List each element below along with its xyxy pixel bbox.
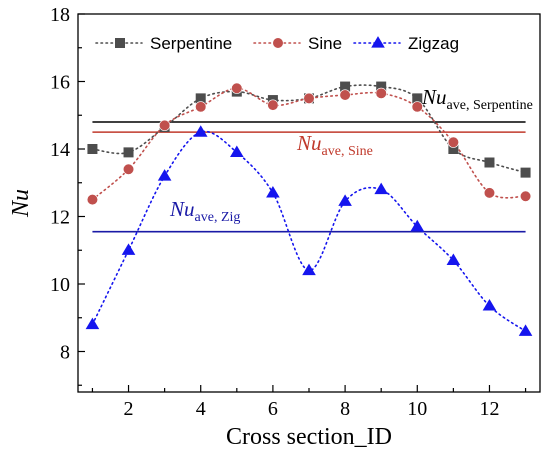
legend-marker-zigzag [371, 36, 385, 48]
x-tick-label: 12 [479, 398, 499, 420]
data-point-zigzag [302, 263, 316, 276]
data-point-sine [122, 163, 135, 175]
y-tick-label: 12 [50, 207, 70, 229]
data-point-serpentine [520, 167, 531, 178]
data-point-zigzag [374, 182, 388, 195]
legend-label-sine: Sine [308, 34, 342, 53]
legend-marker-sine [272, 37, 284, 49]
y-tick-label: 8 [60, 342, 70, 364]
data-point-sine [447, 136, 459, 148]
data-point-serpentine [87, 144, 98, 154]
reference-label-subscript: ave, Serpentine [447, 98, 533, 113]
data-point-zigzag [230, 145, 244, 157]
data-point-sine [86, 194, 99, 206]
reference-label-symbol: Nu [421, 85, 447, 109]
data-point-sine [519, 190, 532, 202]
data-point-zigzag [85, 317, 100, 330]
data-point-serpentine [484, 157, 495, 168]
y-tick-label: 10 [50, 274, 70, 296]
data-point-zigzag [410, 219, 425, 232]
data-point-serpentine [448, 144, 459, 154]
data-point-sine [303, 92, 315, 104]
data-point-zigzag [121, 243, 136, 255]
x-axis-title: Cross section_ID [226, 424, 392, 450]
reference-label-subscript: ave, Sine [322, 144, 373, 159]
axes: 2 4 6 8 10 12 8 10 12 14 16 18 [50, 4, 541, 420]
x-tick-label: 6 [268, 398, 278, 420]
x-tick-label: 2 [124, 398, 134, 420]
x-tick-label: 10 [407, 398, 427, 420]
data-point-sine [375, 87, 387, 99]
data-markers [85, 81, 533, 336]
data-point-serpentine [412, 93, 423, 104]
data-point-sine [411, 101, 423, 113]
y-tick-label: 16 [50, 72, 70, 94]
data-point-sine [195, 101, 207, 113]
reference-label: Nuave, Sine [296, 131, 373, 159]
reference-label: Nuave, Zig [169, 197, 240, 225]
data-point-zigzag [157, 169, 172, 181]
data-point-sine [231, 82, 243, 94]
data-point-zigzag [193, 125, 208, 137]
data-point-zigzag [266, 185, 280, 198]
data-point-sine [267, 99, 279, 111]
legend: Serpentine Sine Zigzag [95, 34, 459, 53]
data-point-sine [483, 187, 496, 199]
data-point-zigzag [338, 194, 352, 206]
data-point-zigzag [446, 253, 461, 265]
data-point-zigzag [518, 324, 533, 336]
x-tick-label: 4 [196, 398, 206, 420]
data-point-serpentine [123, 147, 134, 158]
data-point-sine [159, 119, 171, 131]
reference-label-subscript: ave, Zig [195, 210, 241, 225]
data-point-serpentine [340, 81, 351, 92]
legend-label-serpentine: Serpentine [150, 34, 232, 53]
y-tick-label: 14 [50, 139, 70, 161]
legend-marker-serpentine [115, 38, 125, 48]
reference-label: Nuave, Serpentine [421, 85, 533, 113]
y-axis-title: Nu [8, 189, 34, 218]
data-point-zigzag [482, 299, 497, 311]
legend-label-zigzag: Zigzag [408, 34, 459, 53]
data-point-serpentine [376, 81, 387, 92]
reference-label-symbol: Nu [296, 131, 322, 155]
x-tick-label: 8 [340, 398, 350, 420]
data-point-serpentine [195, 93, 206, 104]
reference-label-symbol: Nu [169, 197, 195, 221]
data-point-sine [339, 89, 351, 101]
y-tick-label: 18 [50, 4, 70, 26]
